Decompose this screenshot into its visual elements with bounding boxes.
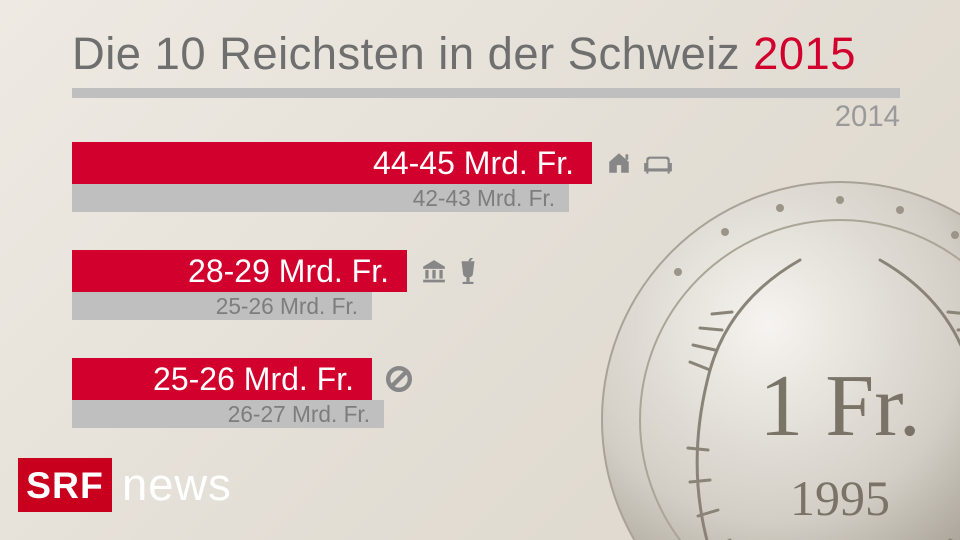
bar-icons: [421, 250, 479, 292]
forbidden-icon: [386, 366, 412, 392]
coin-image: 1 Fr. 1995: [600, 180, 960, 540]
legend-year-prev: 2014: [72, 100, 900, 134]
bar-2014-label: 25-26 Mrd. Fr.: [216, 293, 358, 320]
bar-2015-label: 44-45 Mrd. Fr.: [373, 145, 574, 182]
bar-2015: 25-26 Mrd. Fr.: [72, 358, 372, 400]
bar-2014: 42-43 Mrd. Fr.: [72, 184, 569, 212]
srf-box: SRF: [18, 458, 112, 512]
house-icon: [606, 150, 632, 176]
chart-title: Die 10 Reichsten in der Schweiz 2015: [72, 28, 900, 80]
title-block: Die 10 Reichsten in der Schweiz 2015 201…: [72, 28, 900, 134]
news-label: news: [122, 459, 232, 511]
bar-2015: 28-29 Mrd. Fr.: [72, 250, 407, 292]
legend-divider-2014: [72, 88, 900, 98]
bar-2014: 26-27 Mrd. Fr.: [72, 400, 384, 428]
bar-2015-label: 25-26 Mrd. Fr.: [153, 361, 354, 398]
bar-2014: 25-26 Mrd. Fr.: [72, 292, 372, 320]
bar-2014-label: 42-43 Mrd. Fr.: [413, 185, 555, 212]
title-year-current: 2015: [753, 28, 856, 79]
bar-icons: [386, 358, 412, 400]
coin-year: 1995: [790, 470, 890, 526]
bank-icon: [421, 258, 447, 284]
bar-icons: [606, 142, 674, 184]
bar-2014-label: 26-27 Mrd. Fr.: [228, 401, 370, 428]
coin-denomination: 1 Fr.: [759, 358, 920, 455]
drink-icon: [457, 258, 479, 284]
sofa-icon: [642, 150, 674, 176]
title-main: Die 10 Reichsten in der Schweiz: [72, 28, 740, 79]
bar-2015: 44-45 Mrd. Fr.: [72, 142, 592, 184]
broadcaster-logo: SRF news: [18, 458, 232, 512]
bar-2015-label: 28-29 Mrd. Fr.: [188, 253, 389, 290]
